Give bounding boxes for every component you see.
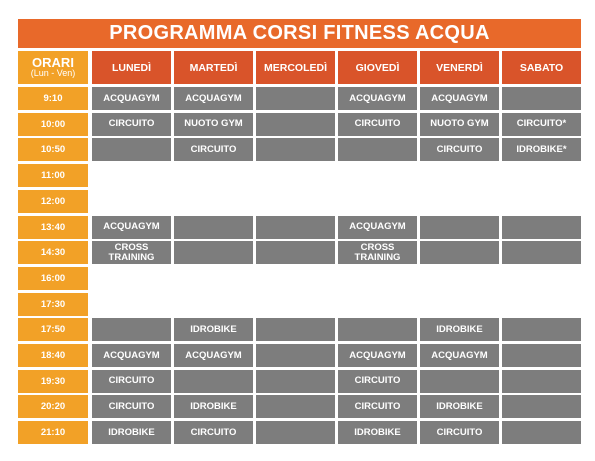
day-header-0: LUNEDÌ bbox=[92, 51, 171, 84]
class-cell: CROSS TRAINING bbox=[92, 241, 171, 265]
class-cell: CIRCUITO bbox=[174, 138, 253, 162]
class-cell bbox=[502, 344, 581, 367]
class-cell bbox=[256, 87, 335, 110]
class-cell: CIRCUITO bbox=[338, 369, 417, 393]
class-cell: ACQUAGYM bbox=[92, 344, 171, 367]
class-cell bbox=[420, 241, 499, 265]
day-header-4: VENERDÌ bbox=[420, 51, 499, 84]
class-cell: ACQUAGYM bbox=[338, 215, 417, 239]
class-cell: IDROBIKE bbox=[174, 318, 253, 342]
class-cell: IDROBIKE bbox=[92, 421, 171, 445]
class-cell: ACQUAGYM bbox=[174, 87, 253, 110]
time-slot: 13:40 bbox=[18, 215, 88, 239]
class-cell: CIRCUITO bbox=[338, 395, 417, 419]
class-cell bbox=[420, 215, 499, 239]
class-cell bbox=[502, 421, 581, 445]
class-cell bbox=[256, 215, 335, 239]
class-cell: IDROBIKE bbox=[420, 395, 499, 419]
class-cell bbox=[256, 241, 335, 265]
class-cell: IDROBIKE* bbox=[502, 138, 581, 162]
class-cell: CIRCUITO bbox=[92, 395, 171, 419]
time-slot: 19:30 bbox=[18, 369, 88, 393]
class-cell: ACQUAGYM bbox=[92, 215, 171, 239]
class-cell bbox=[256, 138, 335, 162]
time-slot: 21:10 bbox=[18, 421, 88, 445]
time-slot: 17:30 bbox=[18, 292, 88, 316]
class-cell bbox=[256, 318, 335, 342]
day-header-3: GIOVEDÌ bbox=[338, 51, 417, 84]
class-cell: IDROBIKE bbox=[420, 318, 499, 342]
class-cell: ACQUAGYM bbox=[420, 87, 499, 110]
day-header-2: MERCOLEDÌ bbox=[256, 51, 335, 84]
class-cell bbox=[256, 395, 335, 419]
class-cell: ACQUAGYM bbox=[338, 87, 417, 110]
class-cell bbox=[174, 215, 253, 239]
class-cell: ACQUAGYM bbox=[92, 87, 171, 110]
class-cell bbox=[502, 395, 581, 419]
time-slot: 12:00 bbox=[18, 189, 88, 213]
time-slot: 9:10 bbox=[18, 87, 88, 110]
time-slot: 18:40 bbox=[18, 344, 88, 367]
class-cell bbox=[256, 369, 335, 393]
class-cell: IDROBIKE bbox=[338, 421, 417, 445]
day-header-5: SABATO bbox=[502, 51, 581, 84]
class-cell: IDROBIKE bbox=[174, 395, 253, 419]
class-cell bbox=[256, 344, 335, 367]
class-cell: CIRCUITO bbox=[174, 421, 253, 445]
orari-label: ORARI bbox=[32, 54, 74, 70]
class-cell bbox=[174, 241, 253, 265]
class-cell: ACQUAGYM bbox=[420, 344, 499, 367]
class-cell bbox=[502, 318, 581, 342]
time-slot: 16:00 bbox=[18, 266, 88, 290]
day-header-1: MARTEDÌ bbox=[174, 51, 253, 84]
class-cell bbox=[256, 112, 335, 136]
time-slot: 14:30 bbox=[18, 241, 88, 265]
class-cell bbox=[338, 138, 417, 162]
class-cell: ACQUAGYM bbox=[338, 344, 417, 367]
class-cell: CIRCUITO bbox=[92, 112, 171, 136]
class-cell bbox=[502, 87, 581, 110]
class-cell bbox=[420, 369, 499, 393]
class-cell bbox=[174, 369, 253, 393]
time-slot: 11:00 bbox=[18, 164, 88, 188]
class-cell bbox=[92, 318, 171, 342]
class-cell bbox=[502, 241, 581, 265]
orari-header: ORARI (Lun - Ven) bbox=[18, 51, 88, 84]
class-cell bbox=[338, 318, 417, 342]
time-slot: 20:20 bbox=[18, 395, 88, 419]
time-slot: 10:50 bbox=[18, 138, 88, 162]
class-cell: ACQUAGYM bbox=[174, 344, 253, 367]
class-cell bbox=[502, 215, 581, 239]
class-cell: CIRCUITO* bbox=[502, 112, 581, 136]
class-cell: CIRCUITO bbox=[338, 112, 417, 136]
orari-sublabel: (Lun - Ven) bbox=[30, 67, 76, 78]
class-cell: CIRCUITO bbox=[420, 138, 499, 162]
time-slot: 10:00 bbox=[18, 112, 88, 136]
class-cell bbox=[92, 138, 171, 162]
class-cell bbox=[256, 421, 335, 445]
class-cell: NUOTO GYM bbox=[420, 112, 499, 136]
schedule-grid: ORARI (Lun - Ven) LUNEDÌ MARTEDÌ MERCOLEDÌ… bbox=[18, 51, 581, 445]
class-cell: CIRCUITO bbox=[92, 369, 171, 393]
time-slot: 17:50 bbox=[18, 318, 88, 342]
class-cell: CROSS TRAINING bbox=[338, 241, 417, 265]
schedule-title: PROGRAMMA CORSI FITNESS ACQUA bbox=[18, 19, 581, 48]
class-cell bbox=[502, 369, 581, 393]
class-cell: CIRCUITO bbox=[420, 421, 499, 445]
class-cell: NUOTO GYM bbox=[174, 112, 253, 136]
